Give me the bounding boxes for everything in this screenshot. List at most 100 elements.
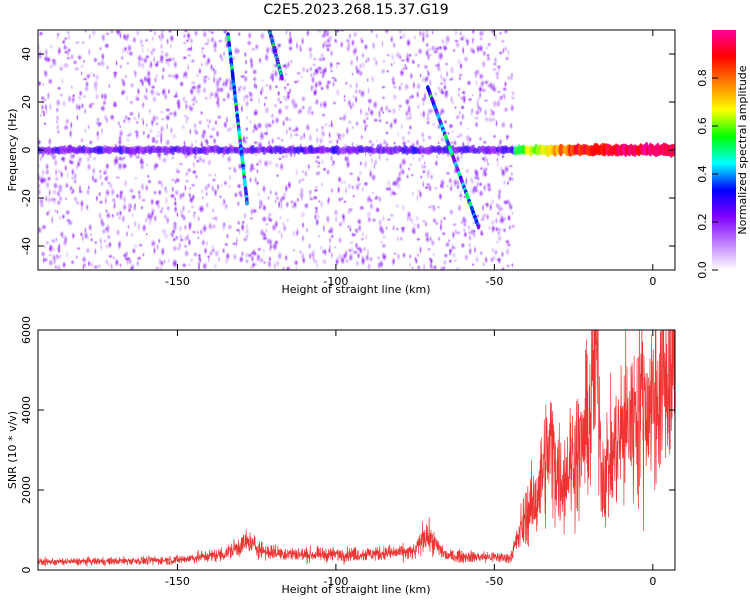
noise-blob (307, 133, 313, 143)
noise-blob (380, 67, 386, 76)
noise-blob (319, 101, 323, 109)
noise-blob (423, 91, 427, 102)
noise-blob (432, 252, 436, 257)
noise-blob (80, 102, 85, 110)
noise-blob (182, 55, 188, 60)
noise-blob (495, 118, 498, 128)
noise-blob (424, 185, 430, 190)
noise-blob (42, 256, 49, 263)
x-tick-label: 0 (649, 575, 656, 588)
noise-blob (318, 80, 323, 87)
noise-blob (133, 219, 138, 229)
noise-blob (211, 207, 215, 214)
noise-blob (383, 30, 389, 34)
noise-blob (214, 172, 217, 178)
noise-blob (154, 199, 160, 207)
noise-blob (401, 251, 407, 259)
noise-blob (46, 91, 51, 101)
noise-blob (247, 90, 252, 95)
noise-blob (355, 81, 359, 91)
noise-blob (244, 58, 248, 66)
noise-blob (381, 95, 386, 100)
noise-blob (64, 184, 69, 189)
noise-blob (478, 44, 484, 53)
noise-blob (248, 119, 252, 125)
noise-blob (236, 200, 241, 208)
noise-blob (153, 76, 158, 84)
noise-blob (183, 139, 186, 147)
noise-blob (227, 166, 232, 171)
x-tick-label: -100 (323, 275, 348, 288)
x-tick-label: -50 (485, 275, 503, 288)
noise-blob (274, 219, 279, 229)
noise-blob (264, 222, 270, 227)
noise-blob (38, 139, 42, 145)
noise-blob (220, 183, 224, 188)
noise-blob (328, 130, 332, 140)
noise-blob (69, 120, 73, 130)
noise-blob (253, 81, 257, 90)
noise-blob (501, 266, 506, 270)
noise-blob (183, 30, 189, 34)
snr-background (38, 330, 675, 570)
noise-blob (487, 225, 492, 231)
noise-blob (148, 128, 154, 135)
noise-blob (79, 199, 85, 209)
noise-blob (217, 255, 221, 263)
noise-blob (198, 67, 202, 75)
noise-blob (278, 215, 283, 221)
noise-blob (389, 213, 395, 218)
noise-blob (287, 125, 292, 132)
noise-blob (398, 84, 402, 92)
noise-blob (345, 126, 349, 136)
noise-blob (121, 78, 126, 88)
noise-blob (124, 256, 129, 262)
noise-blob (300, 36, 305, 46)
noise-blob (175, 245, 182, 252)
noise-blob (421, 31, 426, 41)
noise-blob (354, 64, 359, 73)
noise-blob (183, 224, 188, 231)
noise-blob (335, 63, 338, 70)
noise-blob (210, 126, 217, 132)
noise-blob (367, 97, 373, 105)
noise-blob (269, 188, 273, 196)
noise-blob (80, 137, 84, 144)
noise-blob (420, 131, 426, 139)
noise-blob (336, 185, 341, 195)
noise-blob (202, 86, 207, 95)
noise-blob (486, 83, 492, 89)
noise-blob (87, 235, 90, 241)
noise-blob (119, 262, 122, 268)
noise-blob (471, 93, 474, 98)
noise-blob (48, 102, 53, 112)
noise-blob (58, 65, 64, 72)
noise-blob (287, 180, 292, 189)
noise-blob (39, 113, 43, 118)
noise-blob (128, 187, 135, 194)
noise-blob (347, 182, 352, 191)
noise-blob (371, 41, 376, 50)
noise-blob (370, 74, 376, 84)
noise-blob (310, 75, 316, 85)
x-tick-label: 0 (649, 275, 656, 288)
noise-blob (311, 62, 317, 67)
noise-blob (251, 248, 257, 258)
noise-blob (315, 97, 320, 106)
noise-blob (69, 152, 76, 161)
noise-blob (79, 63, 86, 69)
noise-blob (101, 228, 107, 235)
noise-blob (103, 113, 108, 121)
noise-blob (409, 161, 413, 168)
noise-blob (56, 263, 62, 270)
noise-blob (302, 130, 306, 141)
noise-blob (442, 78, 447, 86)
noise-blob (459, 120, 463, 127)
noise-blob (416, 187, 422, 195)
noise-blob (140, 198, 147, 203)
noise-blob (439, 177, 446, 186)
noise-blob (145, 122, 148, 128)
noise-blob (281, 220, 285, 228)
noise-blob (330, 233, 335, 239)
noise-blob (315, 136, 319, 145)
